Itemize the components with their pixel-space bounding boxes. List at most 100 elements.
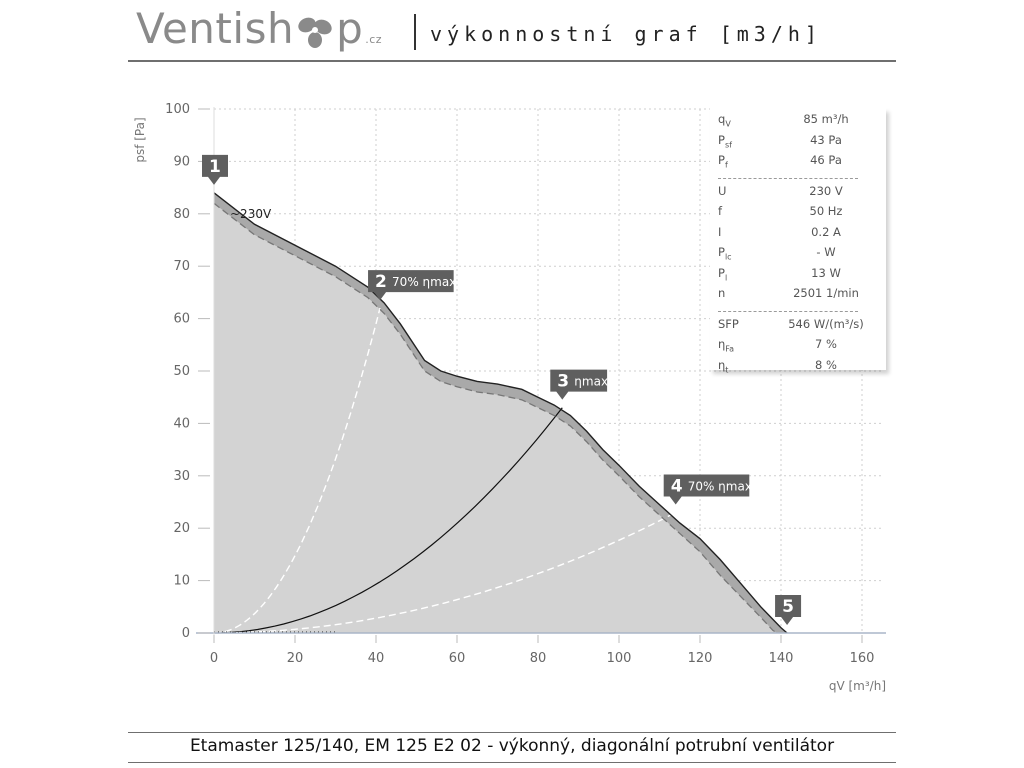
y-tick-label: 70 bbox=[173, 259, 190, 274]
point-number: 2 bbox=[375, 272, 387, 292]
info-separator bbox=[718, 177, 858, 179]
info-row: Pf 46 Pa bbox=[718, 153, 882, 171]
x-tick-label: 20 bbox=[287, 651, 304, 666]
y-tick-label: 30 bbox=[173, 469, 190, 484]
info-row: Pl 13 W bbox=[718, 266, 882, 284]
header-separator bbox=[414, 14, 416, 50]
point-marker-2: 2 70% ηmax bbox=[368, 270, 456, 301]
info-symbol: ηt bbox=[718, 357, 729, 374]
marker-layer: 1 2 70% ηmax 3 ηmax 4 70% ηmax 5 ~230V bbox=[202, 154, 802, 625]
info-symbol: SFP bbox=[718, 316, 739, 331]
x-tick-label: 100 bbox=[607, 651, 632, 666]
info-row: n 2501 1/min bbox=[718, 286, 882, 304]
info-symbol: Pf bbox=[718, 153, 728, 170]
operating-point-panel: qV 85 m³/h Psf 43 Pa Pf 46 Pa U 230 V f 50 Hz I 0.2… bbox=[710, 108, 886, 374]
info-symbol: qV bbox=[718, 112, 731, 129]
page-title: výkonnostní graf [m3/h] bbox=[430, 22, 822, 46]
x-tick-label: 140 bbox=[769, 651, 794, 666]
info-row: U 230 V bbox=[718, 184, 882, 202]
info-row: qV 85 m³/h bbox=[718, 112, 882, 130]
system-curve-3 bbox=[213, 407, 563, 634]
info-value: 46 Pa bbox=[810, 153, 842, 167]
point-marker-3: 3 ηmax bbox=[550, 369, 608, 400]
y-tick-label: 10 bbox=[173, 574, 190, 589]
info-value: 7 % bbox=[815, 337, 837, 351]
system-curve-2 bbox=[213, 307, 381, 634]
info-symbol: Pl bbox=[718, 265, 728, 282]
point-marker-4: 4 70% ηmax bbox=[663, 474, 752, 505]
info-value: 2501 1/min bbox=[793, 286, 859, 300]
series-label: ~230V bbox=[230, 207, 272, 221]
info-value: 50 Hz bbox=[809, 204, 843, 218]
info-symbol: I bbox=[718, 224, 722, 239]
y-tick-label: 50 bbox=[173, 364, 190, 379]
ventishop-logo[interactable]: Ventish p .cz bbox=[136, 4, 382, 53]
info-value: 230 V bbox=[809, 183, 843, 198]
x-tick-label: 40 bbox=[368, 651, 385, 666]
x-axis-label: qV [m³/h] bbox=[829, 679, 886, 693]
x-tick-label: 160 bbox=[850, 651, 875, 666]
info-symbol: f bbox=[718, 204, 723, 218]
operating-area bbox=[214, 203, 777, 633]
x-tick-label: 60 bbox=[449, 651, 466, 666]
point-tag: ηmax bbox=[574, 375, 608, 389]
footer-rule-top bbox=[128, 732, 896, 733]
point-number: 1 bbox=[209, 157, 221, 177]
info-value: 546 W/(m³/s) bbox=[788, 316, 864, 331]
y-axis-label: psf [Pa] bbox=[133, 117, 147, 162]
info-value: 43 Pa bbox=[810, 132, 842, 147]
info-symbol: n bbox=[718, 286, 726, 300]
point-box bbox=[775, 595, 802, 625]
point-marker-5: 5 bbox=[775, 595, 802, 625]
point-number: 3 bbox=[557, 372, 569, 392]
y-tick-label: 0 bbox=[182, 626, 190, 641]
info-symbol: ηFa bbox=[718, 337, 735, 354]
point-marker-1: 1 bbox=[202, 154, 228, 185]
info-separator bbox=[718, 310, 858, 312]
info-symbol: Psf bbox=[718, 132, 732, 149]
info-symbol: Plc bbox=[718, 245, 732, 262]
info-row: ηt 8 % bbox=[718, 358, 882, 376]
point-tag: 70% ηmax bbox=[392, 275, 456, 289]
header-rule bbox=[128, 60, 896, 62]
info-symbol: U bbox=[718, 183, 727, 198]
point-tag: 70% ηmax bbox=[688, 479, 752, 493]
point-number: 4 bbox=[671, 476, 683, 496]
product-caption: Etamaster 125/140, EM 125 E2 02 - výkonn… bbox=[189, 736, 835, 756]
y-tick-label: 80 bbox=[173, 207, 190, 222]
y-tick-label: 90 bbox=[173, 154, 190, 169]
point-box bbox=[368, 270, 454, 301]
point-number: 5 bbox=[782, 597, 794, 617]
leaf-logo-icon bbox=[298, 17, 332, 48]
y-tick-label: 20 bbox=[173, 521, 190, 536]
info-value: 8 % bbox=[815, 357, 837, 372]
total-pressure-curve bbox=[213, 192, 788, 634]
info-row: I 0.2 A bbox=[718, 225, 882, 243]
info-value: - W bbox=[816, 245, 836, 259]
info-row: Psf 43 Pa bbox=[718, 133, 882, 151]
info-row: Plc - W bbox=[718, 245, 882, 263]
info-value: 13 W bbox=[811, 265, 841, 280]
logo-text-right: p bbox=[336, 4, 364, 53]
curve-layer bbox=[213, 192, 788, 634]
info-row: f 50 Hz bbox=[718, 204, 882, 222]
info-value: 85 m³/h bbox=[803, 112, 849, 126]
area-layer bbox=[214, 192, 788, 633]
info-row: ηFa 7 % bbox=[718, 337, 882, 355]
system-curve-4 bbox=[213, 511, 677, 634]
info-value: 0.2 A bbox=[811, 224, 841, 239]
logo-tld: .cz bbox=[365, 33, 383, 46]
x-tick-label: 120 bbox=[688, 651, 713, 666]
footer-rule-bottom bbox=[128, 762, 896, 763]
point-box bbox=[202, 154, 228, 185]
header: Ventish p .cz výkonnostní graf [m3/h] bbox=[0, 0, 1024, 62]
x-tick-label: 0 bbox=[210, 651, 218, 666]
y-tick-label: 100 bbox=[165, 102, 190, 117]
y-tick-label: 40 bbox=[173, 416, 190, 431]
logo-text-left: Ventish bbox=[136, 4, 295, 53]
point-box bbox=[663, 474, 750, 505]
x-tick-label: 80 bbox=[530, 651, 547, 666]
static-pressure-curve bbox=[213, 202, 778, 634]
